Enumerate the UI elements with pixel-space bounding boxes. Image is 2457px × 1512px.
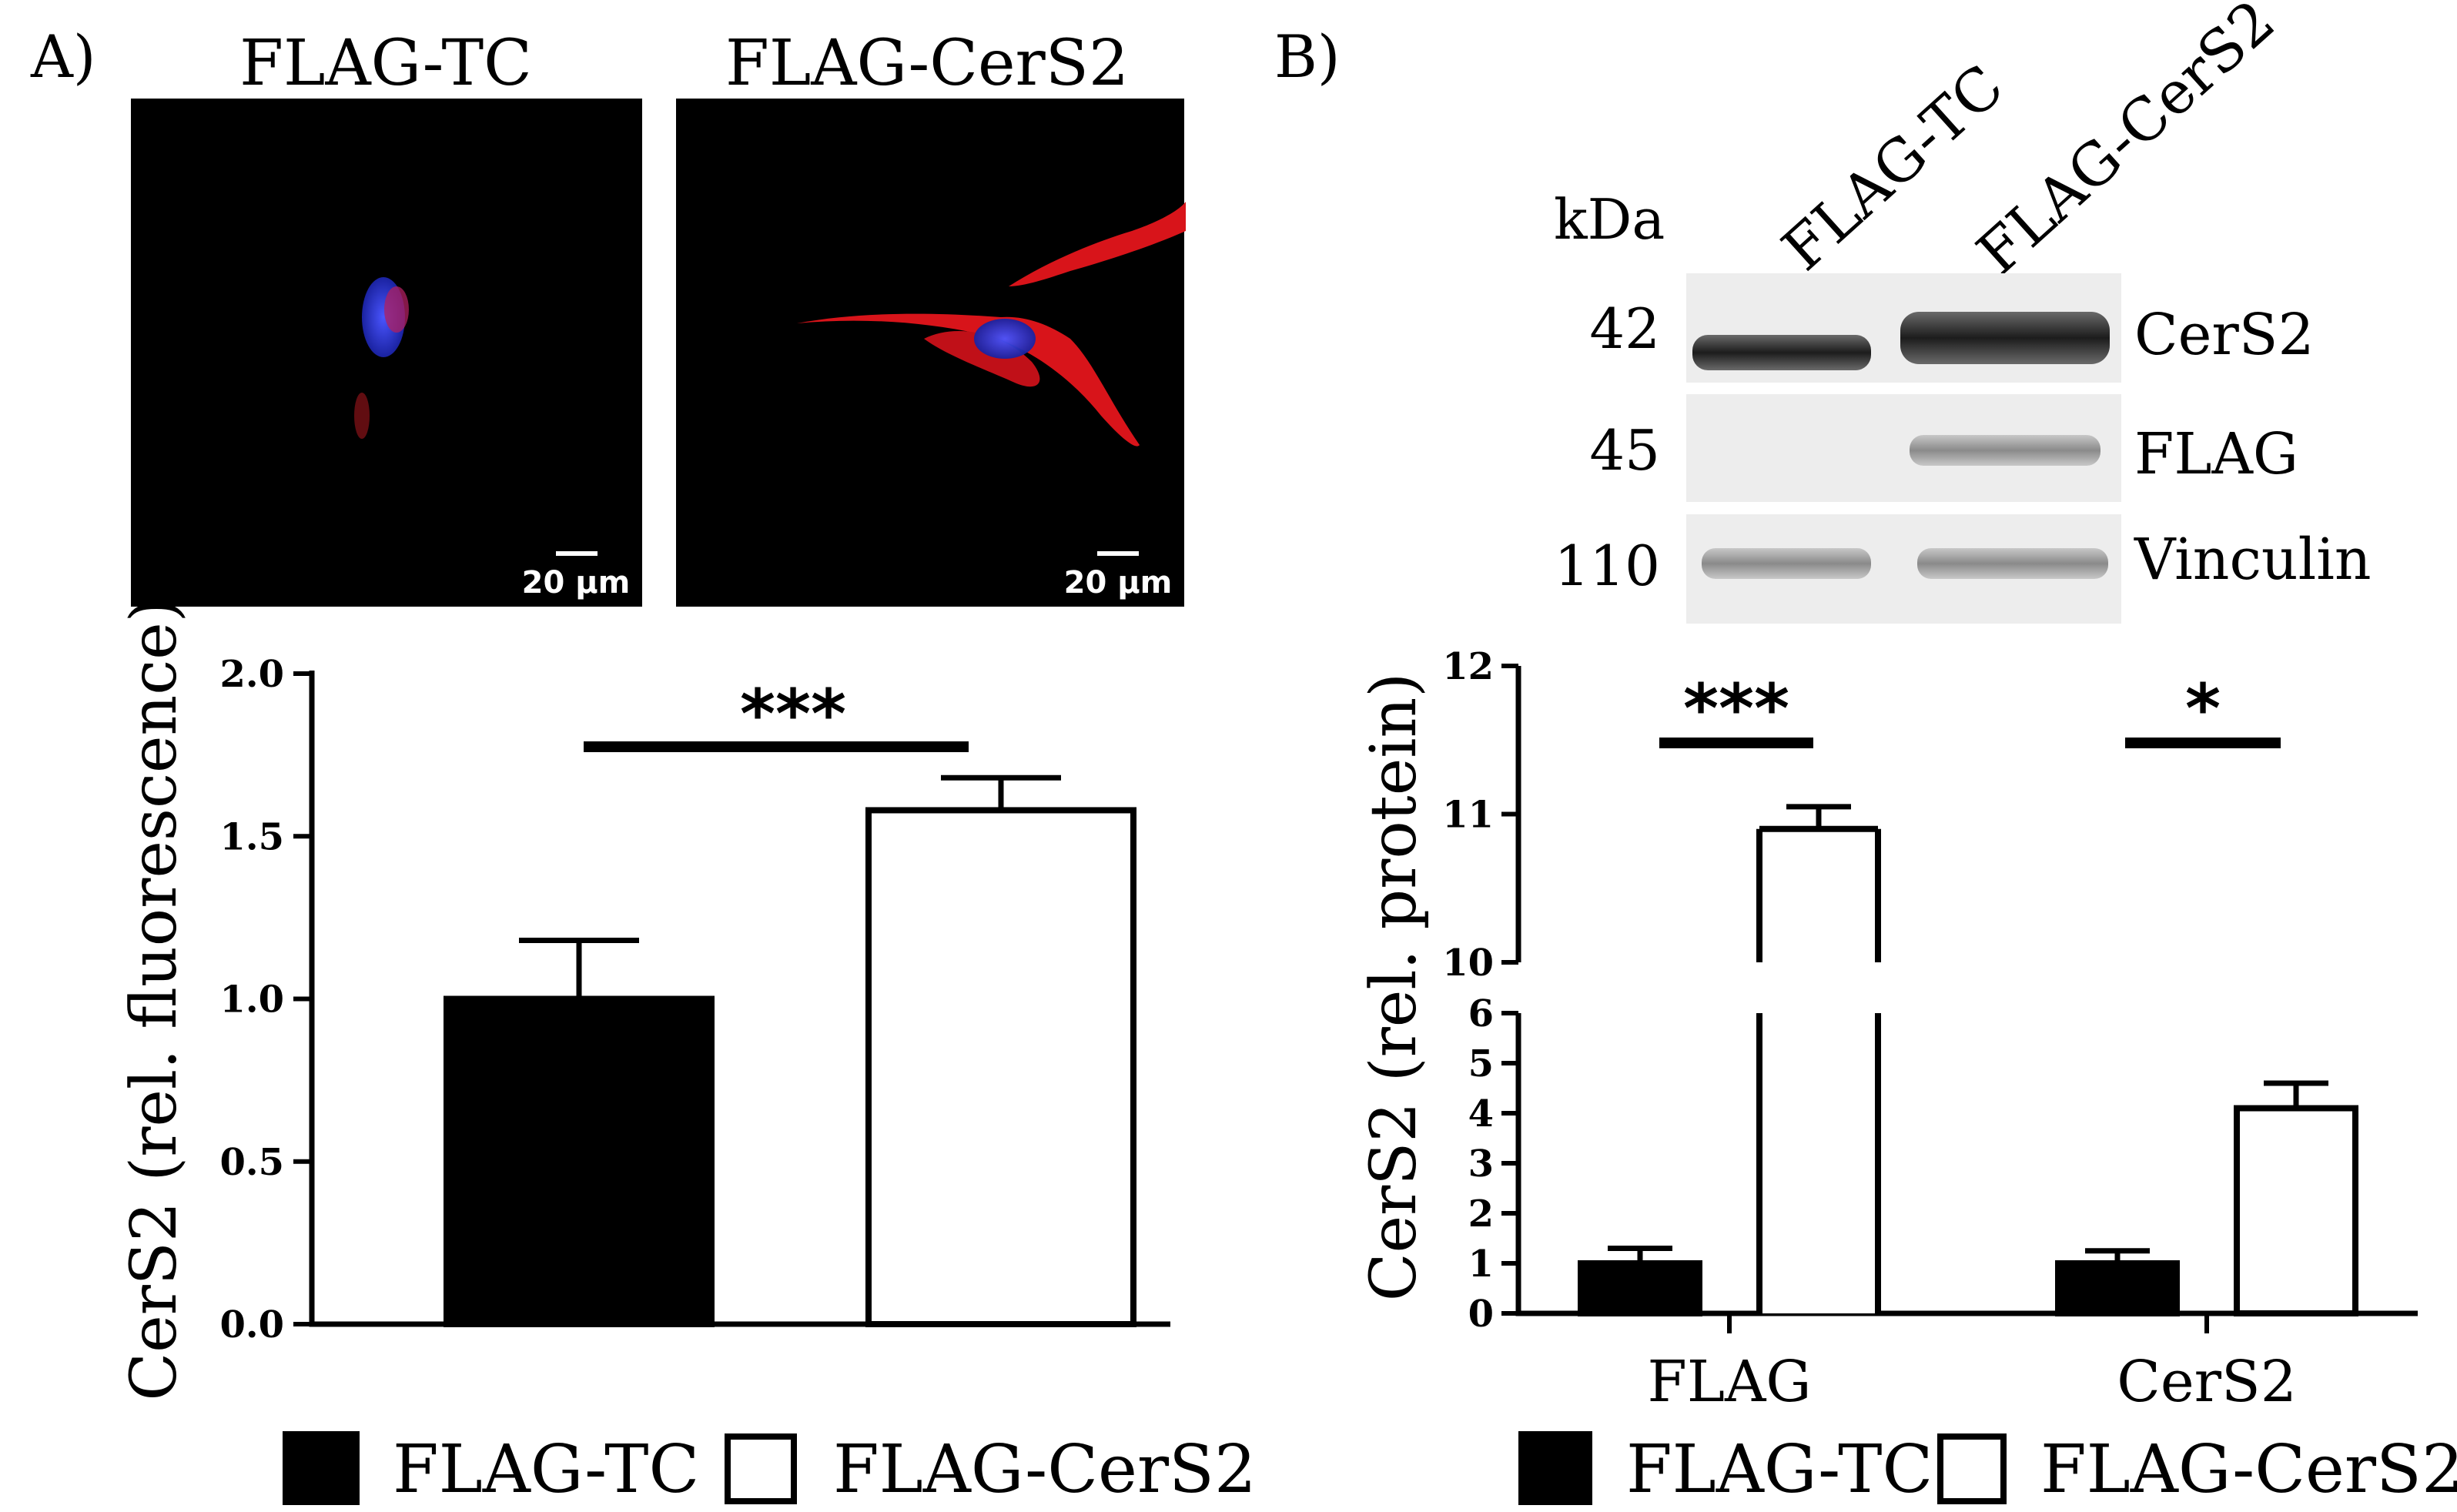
cytoplasm-stain xyxy=(384,286,409,333)
scale-bar-label: 20 µm xyxy=(522,565,631,600)
micrograph-flag-tc: 20 µm xyxy=(131,99,642,607)
y-tick-label: 0.0 xyxy=(219,1303,284,1346)
legend-a: FLAG-TC FLAG-CerS2 xyxy=(283,1431,1257,1508)
micrograph-title-flag-tc: FLAG-TC xyxy=(239,27,532,100)
bar-flag-tc xyxy=(2055,1260,2180,1316)
blot-row-label: Vinculin xyxy=(2134,527,2372,593)
blot-lane-label: FLAG-CerS2 xyxy=(1963,0,2288,287)
legend-b: FLAG-TC FLAG-CerS2 xyxy=(1518,1431,2457,1508)
y-tick-label: 2.0 xyxy=(219,653,284,696)
cytoplasm-stain xyxy=(354,393,370,439)
blot-band xyxy=(1900,312,2110,364)
y-tick-label: 1.5 xyxy=(219,815,284,858)
bar-flag-cers2 xyxy=(1759,828,1878,962)
blot-mw-label: 110 xyxy=(1555,534,1660,598)
bar-flag-tc xyxy=(1578,1260,1702,1316)
y-tick-label: 11 xyxy=(1442,794,1494,837)
y-axis-label: CerS2 (rel. protein) xyxy=(1357,673,1431,1302)
cell-red-stain xyxy=(1009,202,1186,286)
cell-red-stain xyxy=(924,331,1040,387)
micrograph-title-flag-cers2: FLAG-CerS2 xyxy=(725,27,1129,100)
y-tick-label: 10 xyxy=(1442,942,1494,985)
blot-unit-label: kDa xyxy=(1554,187,1665,252)
y-tick-label: 6 xyxy=(1468,992,1494,1035)
bar-flag-cers2 xyxy=(2234,1105,2358,1316)
y-tick-label: 1 xyxy=(1468,1243,1494,1286)
y-tick-label: 4 xyxy=(1468,1092,1494,1136)
scale-bar xyxy=(1097,551,1139,556)
significance-label: *** xyxy=(740,674,846,754)
significance-label: *** xyxy=(1683,669,1789,748)
y-tick-label: 1.0 xyxy=(219,978,284,1022)
western-blot: kDa FLAG-TC FLAG-CerS2 42 45 110 CerS2 F… xyxy=(1554,0,2372,624)
bar-flag-cers2 xyxy=(1759,1013,1878,1313)
cell-red-stain xyxy=(797,313,1140,447)
micrograph-flag-cers2: 20 µm xyxy=(676,99,1186,607)
bar-flag-cers2 xyxy=(865,807,1136,1327)
blot-band xyxy=(1692,335,1871,370)
legend-label-flag-tc: FLAG-TC xyxy=(1626,1431,1933,1508)
blot-row-label: CerS2 xyxy=(2134,302,2315,368)
blot-row-label: FLAG xyxy=(2134,421,2298,487)
significance-label: * xyxy=(2185,669,2221,748)
nucleus-stain xyxy=(974,319,1036,359)
y-tick-label: 5 xyxy=(1468,1042,1494,1085)
y-tick-label: 12 xyxy=(1442,645,1494,688)
blot-mw-label: 45 xyxy=(1589,418,1660,483)
y-tick-label: 3 xyxy=(1468,1142,1494,1186)
legend-label-flag-cers2: FLAG-CerS2 xyxy=(2040,1431,2457,1508)
blot-mw-label: 42 xyxy=(1589,296,1660,361)
chart-a: 0.0 0.5 1.0 1.5 2.0 CerS2 (rel. fluorescence)… xyxy=(118,597,1170,1401)
y-tick-label: 2 xyxy=(1468,1193,1494,1236)
y-tick-label: 0.5 xyxy=(219,1141,284,1184)
bar-flag-tc xyxy=(444,995,715,1327)
legend-swatch-flag-cers2 xyxy=(1937,1433,2007,1504)
legend-swatch-flag-tc xyxy=(283,1431,360,1505)
blot-band xyxy=(1917,548,2108,579)
panel-b-label: B) xyxy=(1274,22,1341,91)
x-tick-label: FLAG xyxy=(1647,1349,1811,1415)
blot-band xyxy=(1702,548,1871,579)
legend-swatch-flag-cers2 xyxy=(725,1433,797,1504)
y-tick-label: 0 xyxy=(1468,1293,1494,1336)
scale-bar xyxy=(556,551,598,556)
x-tick-label: CerS2 xyxy=(2117,1349,2297,1415)
legend-label-flag-cers2: FLAG-CerS2 xyxy=(833,1431,1257,1508)
scale-bar-label: 20 µm xyxy=(1064,565,1173,600)
legend-swatch-flag-tc xyxy=(1518,1431,1592,1505)
blot-band xyxy=(1910,435,2101,466)
legend-label-flag-tc: FLAG-TC xyxy=(393,1431,699,1508)
panel-a-label: A) xyxy=(30,22,96,91)
y-axis-label: CerS2 (rel. fluorescence) xyxy=(118,597,191,1400)
